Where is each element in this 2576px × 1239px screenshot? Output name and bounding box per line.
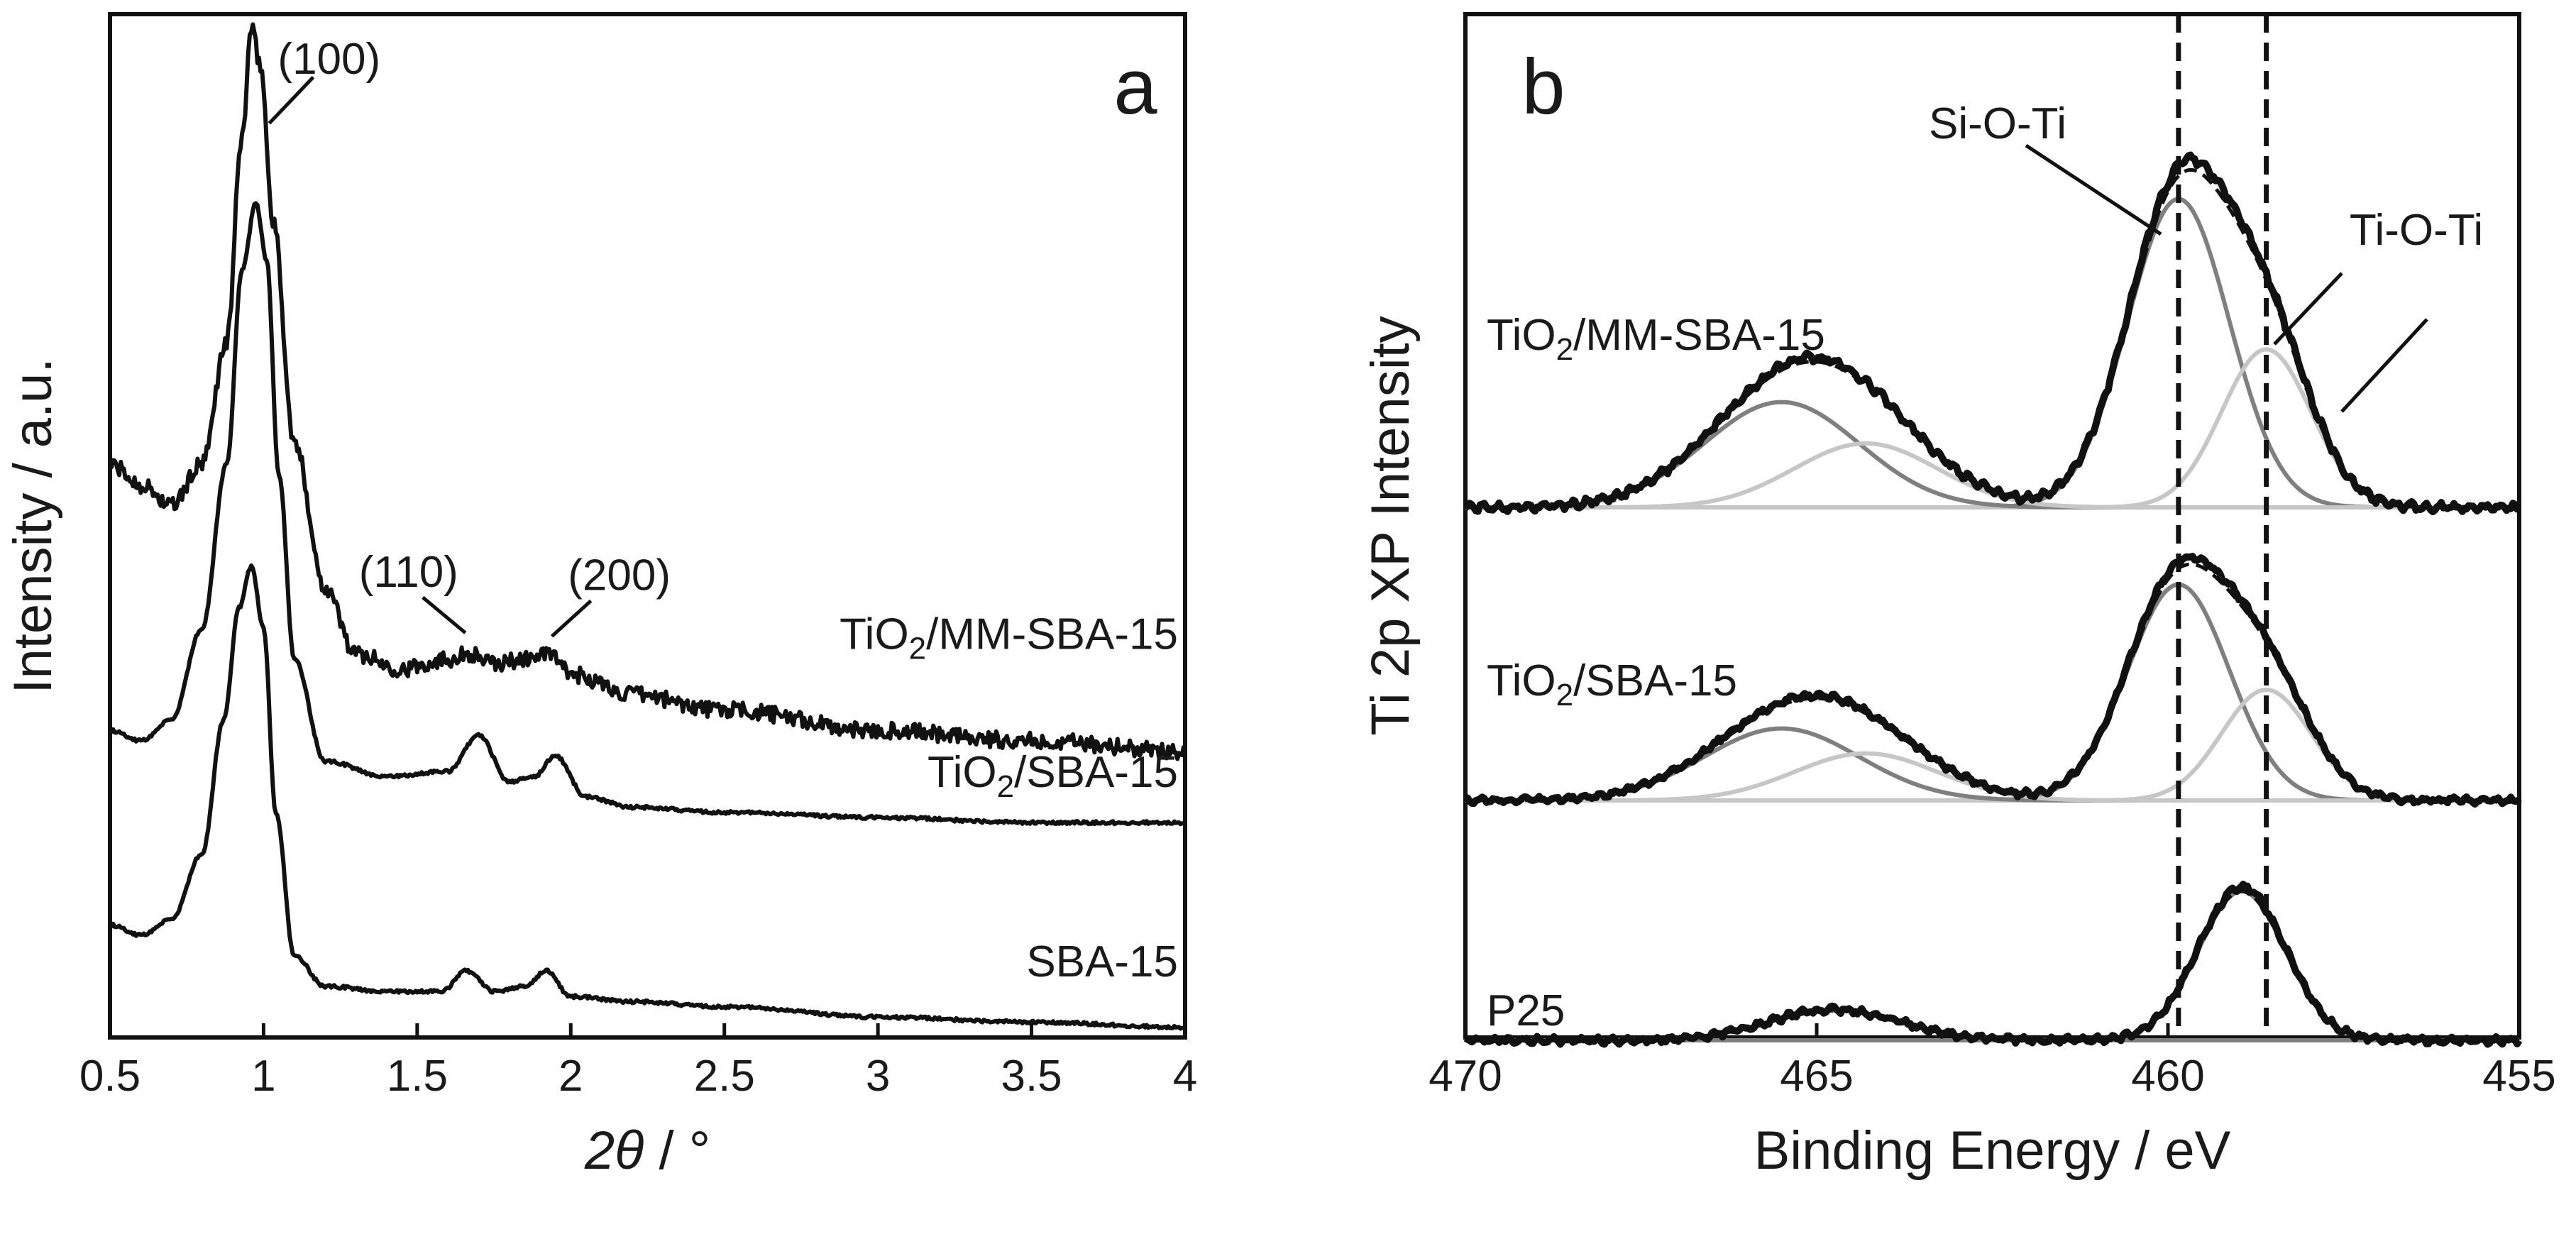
- plot-area-b: [1463, 12, 2521, 1040]
- x-tick-label-b: 460: [2131, 1052, 2204, 1101]
- fit-component-p25-0: [1465, 888, 2519, 1042]
- annotation-ti-o-ti: Ti-O-Ti: [2350, 206, 2483, 255]
- series-label-tio2-mm-sba-15: TiO2/MM-SBA-15: [840, 610, 1178, 666]
- panel-letter-b: b: [1521, 43, 1565, 131]
- annotation-si-o-ti: Si-O-Ti: [1929, 99, 2066, 148]
- x-tick-label-a: 3: [866, 1052, 890, 1101]
- x-tick-label-a: 2.5: [694, 1052, 755, 1101]
- panel-a-xrd: 0.5 1 1.5 2 2.5 3 3.5 4 2θ / ° Intensity / a.u. a T…: [3, 12, 1197, 1181]
- x-tick-label-a: 3.5: [1001, 1052, 1062, 1101]
- sample-label-tio2-mm-sba-15: TiO2/MM-SBA-15: [1487, 311, 1825, 367]
- annotation-200: (200): [568, 551, 671, 600]
- x-tick-label-b: 455: [2482, 1052, 2555, 1101]
- panel-letter-a: a: [1113, 43, 1157, 131]
- y-axis-label-b: Ti 2p XP Intensity: [1360, 316, 1421, 735]
- envelope-fit-p25: [1465, 889, 2519, 1042]
- envelope-fit-tio2-mm-sba-15: [1465, 167, 2519, 510]
- fit-component-tio2-mm-sba-15-1: [1465, 347, 2519, 510]
- x-tick-label-a: 0.5: [79, 1052, 141, 1101]
- measured-spectrum-p25: [1463, 881, 2523, 1048]
- annotation-leader-ti-o-ti-b: [2340, 318, 2428, 413]
- annotation-leader-110: [422, 595, 467, 634]
- series-line-tio2-sba-15: [109, 201, 1187, 827]
- x-tick-label-a: 4: [1173, 1052, 1197, 1101]
- annotation-110: (110): [359, 548, 458, 597]
- x-axis-label-a: 2θ / °: [584, 1120, 710, 1181]
- annotation-leader-si-o-ti: [2025, 143, 2162, 236]
- x-tick-label-b: 465: [1780, 1052, 1853, 1101]
- x-tick-label-a: 1: [251, 1052, 275, 1101]
- series-label-tio2-sba-15: TiO2/SBA-15: [928, 748, 1178, 804]
- envelope-fit-tio2-sba-15: [1465, 562, 2519, 803]
- fit-component-tio2-sba-15-1: [1465, 687, 2519, 803]
- x-tick-label-a: 2: [558, 1052, 583, 1101]
- annotation-leader-100: [268, 76, 315, 125]
- sample-label-tio2-sba-15: TiO2/SBA-15: [1487, 656, 1737, 712]
- annotation-leader-200: [550, 599, 593, 638]
- annotation-leader-ti-o-ti-a: [2273, 272, 2343, 346]
- y-axis-label-a: Intensity / a.u.: [3, 358, 63, 693]
- x-tick-label-b: 470: [1429, 1052, 1502, 1101]
- series-line-sba-15: [109, 563, 1187, 1031]
- plot-area-a: [108, 12, 1187, 1040]
- panel-b-xps: 470 465 460 455 Binding Energy / eV Ti 2p XP …: [1360, 12, 2556, 1181]
- annotation-100: (100): [277, 35, 380, 84]
- x-axis-label-b: Binding Energy / eV: [1754, 1120, 2231, 1181]
- sample-label-p25: P25: [1487, 986, 1565, 1035]
- x-tick-label-a: 1.5: [387, 1052, 448, 1101]
- series-label-sba-15: SBA-15: [1026, 937, 1178, 986]
- series-line-tio2-mm-sba-15: [109, 22, 1187, 761]
